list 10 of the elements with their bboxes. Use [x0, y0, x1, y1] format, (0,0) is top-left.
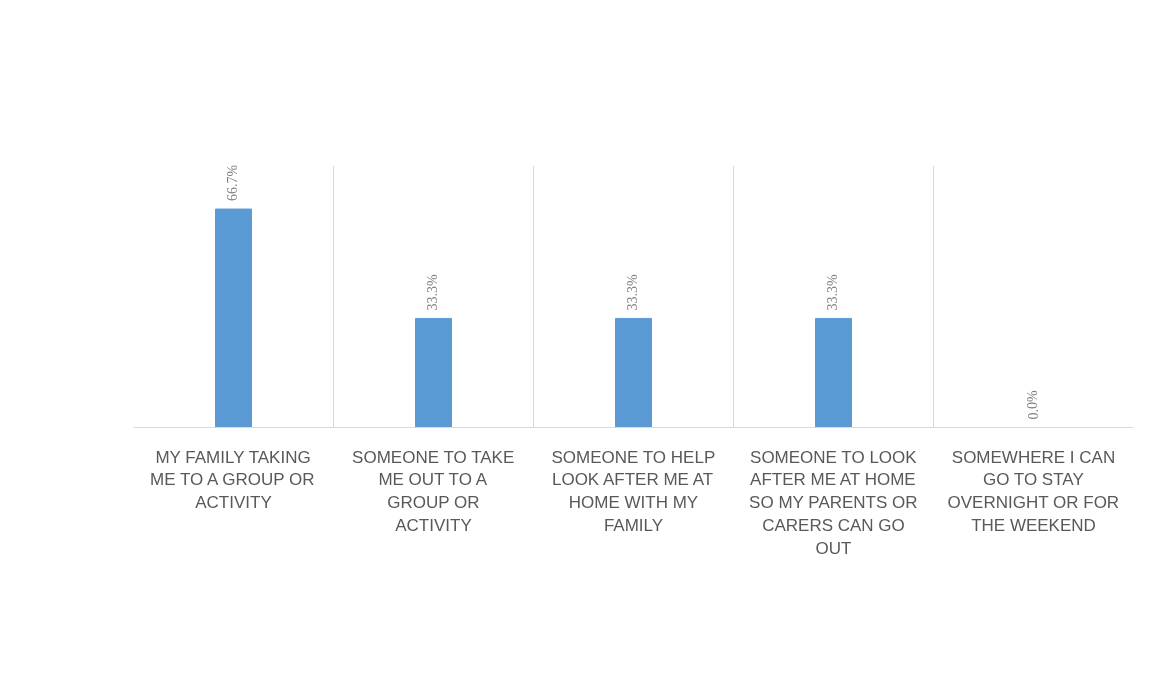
x-tick-label: SOMEONE TO HELP LOOK AFTER ME AT HOME WITH MY FAMILY	[551, 447, 716, 535]
data-label: 66.7%	[225, 164, 241, 202]
data-label: 33.3%	[425, 273, 441, 311]
x-tick-label: SOMEONE TO LOOK AFTER ME AT HOME SO MY PARENTS OR CARERS CAN GO OUT	[749, 447, 918, 558]
data-label: 33.3%	[825, 273, 841, 311]
data-label: 33.3%	[625, 273, 641, 311]
x-tick-label: MY FAMILY TAKING ME TO A GROUP OR ACTIVITY	[150, 447, 315, 513]
data-label: 0.0%	[1025, 390, 1041, 420]
x-tick-label: SOMEONE TO TAKE ME OUT TO A GROUP OR ACTIVITY	[352, 447, 515, 535]
x-tick-label: SOMEWHERE I CAN GO TO STAY OVERNIGHT OR FOR THE WEEKEND	[947, 447, 1120, 535]
